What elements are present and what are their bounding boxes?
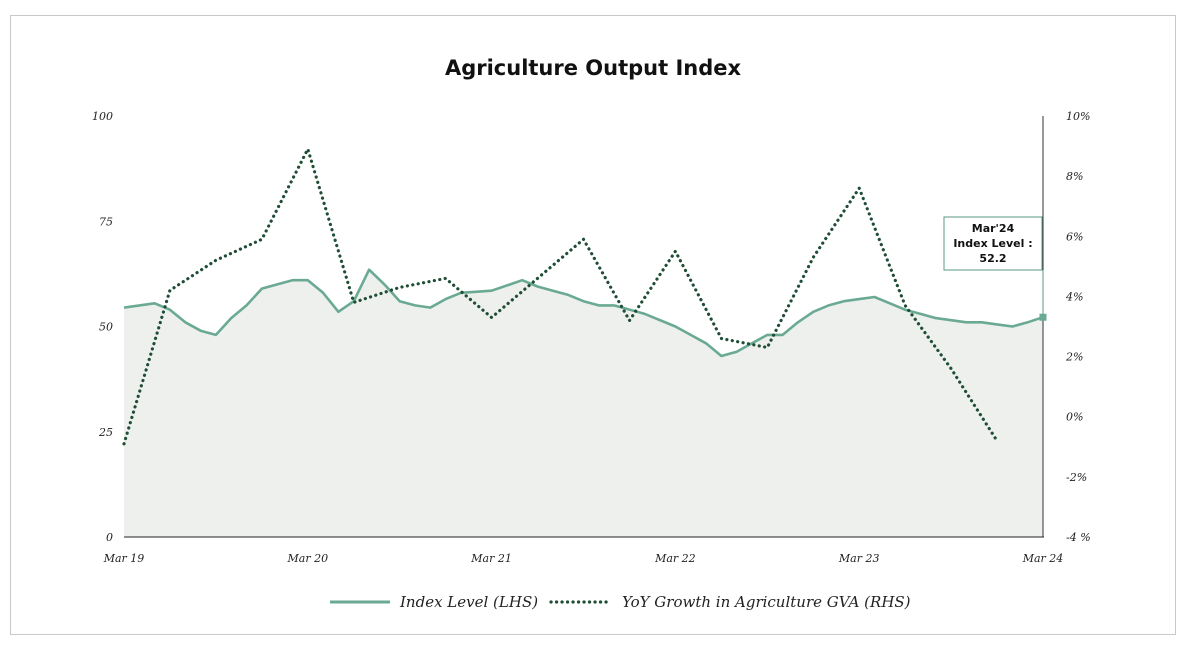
legend-label-yoy-growth: YoY Growth in Agriculture GVA (RHS)	[622, 593, 911, 611]
right-axis-tick-label: 4%	[1065, 290, 1083, 303]
left-axis-tick-label: 0	[106, 531, 113, 544]
x-axis-tick-label: Mar 23	[838, 552, 880, 565]
right-axis-tick-label: -4 %	[1066, 531, 1091, 544]
left-axis-tick-label: 75	[99, 215, 113, 228]
x-axis-tick-label: Mar 24	[1022, 552, 1064, 565]
left-axis-tick-label: 50	[99, 321, 113, 334]
right-axis-tick-label: 10%	[1066, 110, 1090, 123]
right-axis-tick-label: 6%	[1066, 230, 1083, 243]
right-axis-tick-label: 2%	[1065, 351, 1083, 364]
chart-title: Agriculture Output Index	[445, 56, 742, 80]
x-axis-tick-label: Mar 22	[654, 552, 696, 565]
right-axis-tick-label: 0%	[1066, 411, 1083, 424]
left-axis-tick-label: 25	[98, 426, 113, 439]
annotation-text: Mar'24	[972, 222, 1015, 235]
right-axis-tick-label: -2%	[1066, 471, 1087, 484]
left-axis-tick-label: 100	[92, 110, 113, 123]
index-level-line	[123, 268, 1044, 358]
annotation-box	[943, 216, 1043, 271]
x-axis-tick-label: Mar 21	[470, 552, 512, 565]
annotation-marker	[1039, 313, 1047, 321]
x-axis-tick-label: Mar 20	[287, 552, 329, 565]
index-level-area	[124, 269, 1043, 537]
annotation-text: 52.2	[979, 252, 1006, 265]
annotation-text: Index Level :	[953, 237, 1032, 250]
x-axis-tick-label: Mar 19	[103, 552, 145, 565]
right-axis-tick-label: 8%	[1066, 170, 1083, 183]
legend-label-index-level: Index Level (LHS)	[399, 593, 538, 611]
